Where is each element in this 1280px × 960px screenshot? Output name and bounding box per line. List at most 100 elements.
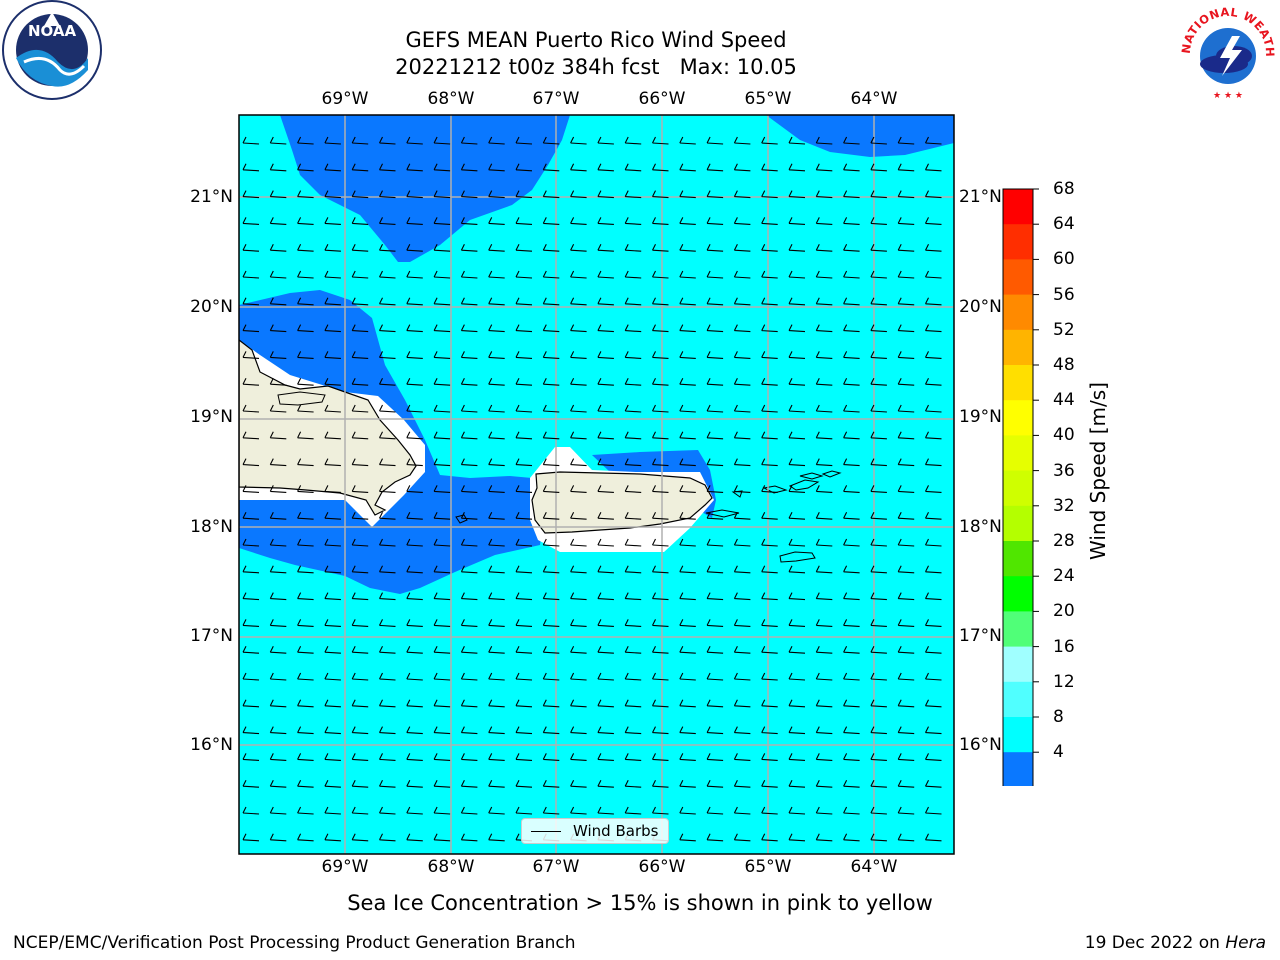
- wind-barb: [897, 779, 915, 788]
- wind-barb: [815, 538, 833, 547]
- wind-barb: [624, 324, 642, 333]
- wind-barb: [433, 779, 451, 788]
- wind-barb: [843, 753, 860, 761]
- wind-barb: [242, 431, 260, 440]
- wind-barb: [870, 645, 887, 654]
- wind-barb: [297, 217, 314, 225]
- wind-barb: [733, 672, 751, 681]
- wind-barb: [843, 645, 860, 654]
- wind-barb: [870, 217, 887, 225]
- wind-barb: [788, 699, 806, 708]
- wind-barb: [706, 163, 724, 172]
- wind-barb: [925, 297, 942, 306]
- wind-barb: [652, 726, 669, 735]
- wind-barb: [679, 404, 696, 413]
- wind-barb: [297, 699, 314, 708]
- wind-barb: [925, 806, 942, 815]
- island-mona: [455, 514, 468, 524]
- wind-barb: [897, 270, 915, 279]
- wind-barb: [652, 270, 669, 279]
- wind-barb: [624, 592, 642, 601]
- wind-barb: [679, 163, 696, 172]
- wind-barb: [242, 672, 260, 681]
- wind-barb: [761, 217, 778, 225]
- colorbar-segment: [1003, 470, 1033, 507]
- wind-barb: [351, 270, 369, 279]
- wind-barb: [406, 431, 423, 440]
- wind-barb: [351, 404, 369, 413]
- wind-barb: [652, 672, 669, 681]
- lon-label-top-68w: 68°W: [427, 89, 475, 109]
- wind-barb: [870, 351, 887, 359]
- wind-barb: [542, 431, 560, 440]
- lat-label-left-20n: 20°N: [190, 297, 233, 317]
- wind-barb: [788, 458, 806, 467]
- wind-barb: [815, 511, 833, 520]
- wind-barb: [242, 645, 260, 654]
- wind-barb: [870, 672, 887, 681]
- wind-barb: [570, 672, 587, 681]
- colorbar-tick-label: 40: [1053, 425, 1075, 446]
- wind-barb: [897, 753, 915, 761]
- wind-barb: [843, 806, 860, 815]
- wind-barb: [488, 404, 505, 413]
- wind-barb: [406, 592, 423, 601]
- wind-barb: [870, 243, 887, 252]
- wind-barb: [706, 806, 724, 815]
- footer-date-text: 19 Dec 2022 on: [1084, 933, 1220, 953]
- wind-region-4-8-northeast: [766, 115, 954, 157]
- wind-barb: [406, 270, 423, 279]
- wind-barb: [788, 351, 806, 359]
- wind-barb: [379, 672, 396, 681]
- wind-barb: [897, 243, 915, 252]
- colorbar-segment: [1003, 541, 1033, 577]
- wind-barb: [433, 136, 451, 145]
- wind-barb: [706, 538, 724, 547]
- colorbar-tick-label: 44: [1053, 390, 1075, 411]
- wind-barb: [624, 377, 642, 386]
- wind-barb: [379, 806, 396, 815]
- wind-barb: [379, 458, 396, 467]
- colorbar-tick-label: 16: [1053, 636, 1075, 657]
- wind-barb: [761, 270, 778, 279]
- wind-barb: [925, 324, 942, 333]
- wind-barb: [570, 324, 587, 333]
- wind-barb: [433, 217, 451, 225]
- wind-barb: [843, 190, 860, 199]
- lon-label-bottom-64w: 64°W: [850, 857, 898, 877]
- wind-barb: [324, 672, 341, 681]
- wind-barb: [406, 806, 423, 815]
- wind-barb: [925, 726, 942, 735]
- wind-barb: [679, 511, 696, 520]
- wind-barb: [433, 163, 451, 172]
- wind-barb: [597, 699, 614, 708]
- wind-barb: [897, 458, 915, 467]
- wind-barb: [624, 806, 642, 815]
- wind-barb: [570, 592, 587, 601]
- wind-barb: [733, 163, 751, 172]
- wind-barb: [788, 779, 806, 788]
- wind-barb: [324, 619, 341, 627]
- wind-barb: [788, 217, 806, 225]
- wind-barb: [597, 538, 614, 547]
- wind-barb: [488, 672, 505, 681]
- wind-barb: [652, 645, 669, 654]
- wind-barb: [570, 565, 587, 574]
- wind-barb: [406, 672, 423, 681]
- wind-barb: [542, 592, 560, 601]
- wind-barb: [542, 806, 560, 815]
- wind-barb: [324, 806, 341, 815]
- wind-barb: [843, 136, 860, 145]
- island-st-croix: [779, 551, 816, 563]
- wind-barb: [733, 753, 751, 761]
- wind-barb: [570, 243, 587, 252]
- wind-barb: [761, 243, 778, 252]
- wind-barb: [733, 217, 751, 225]
- wind-barb: [788, 377, 806, 386]
- wind-barb: [269, 699, 287, 708]
- colorbar-segment: [1003, 294, 1033, 331]
- wind-barb: [297, 136, 314, 145]
- wind-barb: [897, 217, 915, 225]
- wind-barb: [351, 753, 369, 761]
- wind-barb: [706, 833, 724, 842]
